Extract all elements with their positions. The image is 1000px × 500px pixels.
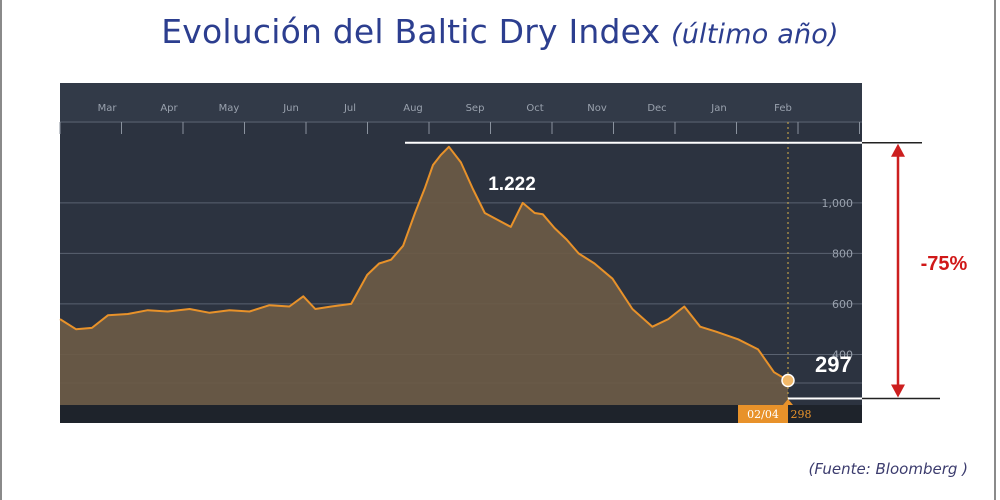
change-percent-label: -75%	[921, 253, 968, 275]
date-badge-label: 02/04	[747, 408, 779, 421]
x-tick-label: Oct	[526, 103, 543, 114]
date-footer-bar	[60, 405, 862, 423]
x-tick-label: Jun	[282, 103, 299, 114]
last-point-marker[interactable]	[781, 373, 795, 388]
month-header-band	[60, 83, 862, 123]
x-tick-label: Feb	[774, 103, 792, 114]
y-tick-label: 1,000	[822, 197, 854, 210]
chart-title: Evolución del Baltic Dry Index (último a…	[0, 12, 1000, 51]
x-tick-label: Apr	[160, 103, 178, 114]
x-tick-label: Aug	[403, 103, 423, 114]
change-label-bg	[915, 246, 973, 276]
series-area	[60, 146, 788, 406]
x-tick-label: Dec	[647, 103, 666, 114]
value-badge-label: 298	[791, 408, 812, 421]
chart-title-sub: (último año)	[671, 19, 839, 50]
max-value-label: 1.222	[488, 174, 536, 195]
y-tick-label: 600	[832, 298, 853, 311]
series-line	[59, 145, 789, 382]
source-note: (Fuente: Bloomberg )	[808, 460, 968, 478]
y-tick-label: 400	[832, 348, 853, 361]
x-tick-label: Nov	[587, 103, 607, 114]
x-tick-label: Jul	[343, 103, 356, 114]
change-arrow-head-up	[891, 143, 905, 157]
last-value-label: 297	[815, 352, 852, 377]
y-tick-label: 800	[832, 247, 853, 260]
x-tick-label: Mar	[98, 103, 118, 114]
date-badge	[738, 405, 788, 423]
x-tick-label: Sep	[466, 103, 485, 114]
x-tick-label: May	[219, 103, 240, 114]
badge-pointer	[783, 399, 793, 405]
change-arrow-head-down	[891, 384, 905, 398]
x-tick-label: Jan	[710, 103, 726, 114]
chart-title-main: Evolución del Baltic Dry Index	[161, 12, 661, 51]
